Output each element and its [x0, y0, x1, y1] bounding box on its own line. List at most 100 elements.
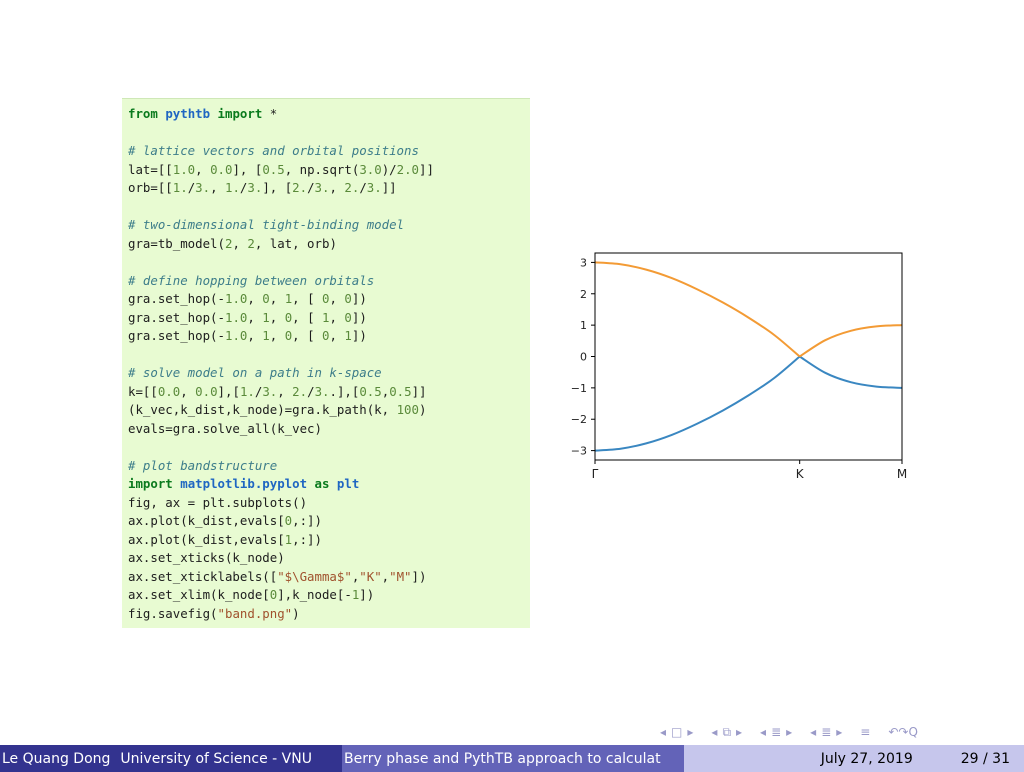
- code-token: 1: [284, 291, 293, 306]
- code-token: 3.: [314, 383, 330, 399]
- y-tick-label: 0: [580, 351, 587, 364]
- code-token: 1.0: [224, 328, 248, 343]
- code-token: ,: [180, 383, 196, 399]
- code-line: # define hopping between orbitals: [128, 272, 530, 291]
- slide-footer: Le Quang Dong University of Science - VN…: [0, 745, 1024, 772]
- code-token: ], [: [232, 161, 263, 177]
- band-structure-chart: −3 −2 −1 0 1 2 3 Γ K M: [571, 252, 907, 481]
- code-token: ,: [329, 291, 345, 306]
- code-line: gra=tb_model(2, 2, lat, orb): [128, 235, 530, 254]
- code-token: ,: [247, 328, 263, 343]
- code-token: 1: [262, 328, 270, 343]
- code-token: 1.0: [224, 309, 248, 325]
- code-token: ]): [351, 328, 367, 343]
- next-frame-icon[interactable]: ▸: [687, 725, 694, 739]
- code-token: /: [307, 180, 315, 195]
- code-token: from: [128, 106, 158, 121]
- code-token: ,: [247, 291, 263, 306]
- code-token: ]): [351, 291, 367, 306]
- code-line: [128, 438, 530, 457]
- code-token: import: [128, 476, 173, 491]
- code-token: 2: [247, 235, 255, 251]
- code-token: 0: [322, 291, 330, 306]
- y-tick-label: −1: [571, 382, 587, 395]
- code-token: 0.0: [157, 383, 181, 399]
- code-token: orb=[[: [128, 180, 173, 195]
- code-token: ax.set_xticks(k_node): [128, 550, 285, 565]
- code-token: evals=gra.solve_all(k_vec): [128, 420, 322, 436]
- code-line: # two-dimensional tight-binding model: [128, 216, 530, 235]
- code-token: .],[: [329, 383, 360, 399]
- code-token: ax.plot(k_dist,evals[: [128, 531, 285, 547]
- document-icon[interactable]: ≣: [821, 725, 832, 739]
- code-token: 1: [322, 309, 330, 325]
- code-token: ,:]): [292, 513, 322, 528]
- code-token: ,: [329, 328, 345, 343]
- code-line: gra.set_hop(-1.0, 0, 1, [ 0, 0]): [128, 290, 530, 309]
- code-token: 0: [322, 328, 330, 343]
- next-section-icon[interactable]: ▸: [786, 725, 793, 739]
- align-icon[interactable]: ≡: [860, 725, 871, 739]
- section-icon[interactable]: ≣: [771, 725, 782, 739]
- subsection-icon[interactable]: ⧉: [722, 724, 732, 739]
- code-token: "M": [389, 568, 412, 584]
- code-token: # solve model on a path in k-space: [128, 365, 382, 380]
- code-line: ax.set_xticks(k_node): [128, 549, 530, 568]
- code-token: 1.: [225, 180, 240, 195]
- code-token: /: [254, 383, 263, 399]
- code-line: from pythtb import *: [128, 105, 530, 124]
- prev-section-icon[interactable]: ◂: [760, 725, 767, 739]
- code-token: gra=tb_model(: [128, 235, 225, 251]
- code-token: 3.: [262, 383, 278, 399]
- next-document-icon[interactable]: ▸: [836, 725, 843, 739]
- code-line: gra.set_hop(-1.0, 1, 0, [ 1, 0]): [128, 309, 530, 328]
- code-token: ]]: [419, 161, 434, 177]
- code-token: ,: [269, 291, 285, 306]
- code-token: 1: [351, 587, 360, 602]
- y-tick-label: 2: [580, 288, 587, 301]
- code-token: /: [239, 180, 248, 195]
- code-token: ]): [411, 568, 427, 584]
- code-token: 100: [396, 402, 419, 417]
- footer-author: Le Quang Dong: [2, 750, 111, 767]
- next-subsection-icon[interactable]: ▸: [736, 725, 743, 739]
- code-token: , [: [292, 328, 322, 343]
- code-token: [329, 476, 336, 491]
- code-line: (k_vec,k_dist,k_node)=gra.k_path(k, 100): [128, 401, 530, 420]
- footer-author-institute: Le Quang Dong University of Science - VN…: [0, 745, 342, 772]
- code-token: ,:]): [292, 531, 322, 547]
- code-line: # solve model on a path in k-space: [128, 364, 530, 383]
- code-token: 3.: [366, 180, 382, 195]
- code-token: 0: [269, 587, 278, 602]
- y-tick-label: −3: [571, 445, 587, 458]
- frame-icon[interactable]: □: [671, 725, 683, 739]
- prev-subsection-icon[interactable]: ◂: [711, 725, 718, 739]
- band-line-0: [594, 355, 801, 452]
- code-token: 1: [344, 328, 352, 343]
- code-token: 0: [344, 291, 352, 306]
- code-line: # lattice vectors and orbital positions: [128, 142, 530, 161]
- code-token: 2: [224, 235, 233, 251]
- prev-frame-icon[interactable]: ◂: [660, 725, 667, 739]
- code-token: ,: [329, 180, 345, 195]
- code-token: 3.: [195, 180, 211, 195]
- code-token: 0: [284, 513, 293, 528]
- footer-date: July 27, 2019: [820, 750, 913, 767]
- plot-frame: [594, 252, 903, 461]
- code-token: pythtb: [165, 106, 211, 121]
- code-token: 0.0: [195, 383, 218, 399]
- code-token: 0: [284, 309, 293, 325]
- code-line: [128, 198, 530, 217]
- code-line: fig, ax = plt.subplots(): [128, 494, 530, 513]
- search-icon[interactable]: ↶↷Q: [888, 725, 918, 739]
- band-line-1: [594, 261, 801, 358]
- code-line: fig.savefig("band.png"): [128, 605, 530, 624]
- code-token: ,: [269, 328, 285, 343]
- prev-document-icon[interactable]: ◂: [810, 725, 817, 739]
- code-token: 1.0: [172, 161, 196, 177]
- code-token: 1.0: [224, 291, 248, 306]
- code-token: 0: [284, 328, 293, 343]
- code-line: orb=[[1./3., 1./3.], [2./3., 2./3.]]: [128, 179, 530, 198]
- code-token: 2.: [292, 180, 308, 195]
- code-token: "$\Gamma$": [277, 568, 352, 584]
